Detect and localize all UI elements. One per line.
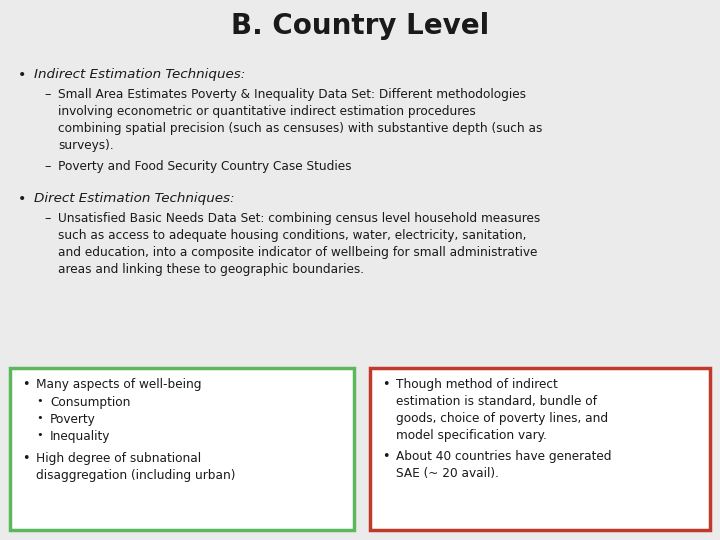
Text: •: • (36, 430, 42, 440)
Text: –: – (44, 88, 50, 101)
Text: •: • (22, 378, 30, 391)
Text: •: • (18, 68, 27, 82)
Text: •: • (36, 396, 42, 406)
Text: About 40 countries have generated
SAE (~ 20 avail).: About 40 countries have generated SAE (~… (396, 450, 611, 480)
Text: Poverty: Poverty (50, 413, 96, 426)
Text: Indirect Estimation Techniques:: Indirect Estimation Techniques: (34, 68, 246, 81)
Text: •: • (382, 378, 390, 391)
Text: •: • (36, 413, 42, 423)
Text: Direct Estimation Techniques:: Direct Estimation Techniques: (34, 192, 235, 205)
Text: B. Country Level: B. Country Level (231, 12, 489, 40)
Text: •: • (22, 452, 30, 465)
Text: Though method of indirect
estimation is standard, bundle of
goods, choice of pov: Though method of indirect estimation is … (396, 378, 608, 442)
Text: Small Area Estimates Poverty & Inequality Data Set: Different methodologies
invo: Small Area Estimates Poverty & Inequalit… (58, 88, 542, 152)
Text: Many aspects of well-being: Many aspects of well-being (36, 378, 202, 391)
Text: Inequality: Inequality (50, 430, 110, 443)
Text: •: • (382, 450, 390, 463)
Text: –: – (44, 160, 50, 173)
Text: Poverty and Food Security Country Case Studies: Poverty and Food Security Country Case S… (58, 160, 351, 173)
Text: –: – (44, 212, 50, 225)
FancyBboxPatch shape (370, 368, 710, 530)
Text: Consumption: Consumption (50, 396, 130, 409)
Text: •: • (18, 192, 27, 206)
Text: Unsatisfied Basic Needs Data Set: combining census level household measures
such: Unsatisfied Basic Needs Data Set: combin… (58, 212, 540, 276)
FancyBboxPatch shape (10, 368, 354, 530)
Text: High degree of subnational
disaggregation (including urban): High degree of subnational disaggregatio… (36, 452, 235, 482)
